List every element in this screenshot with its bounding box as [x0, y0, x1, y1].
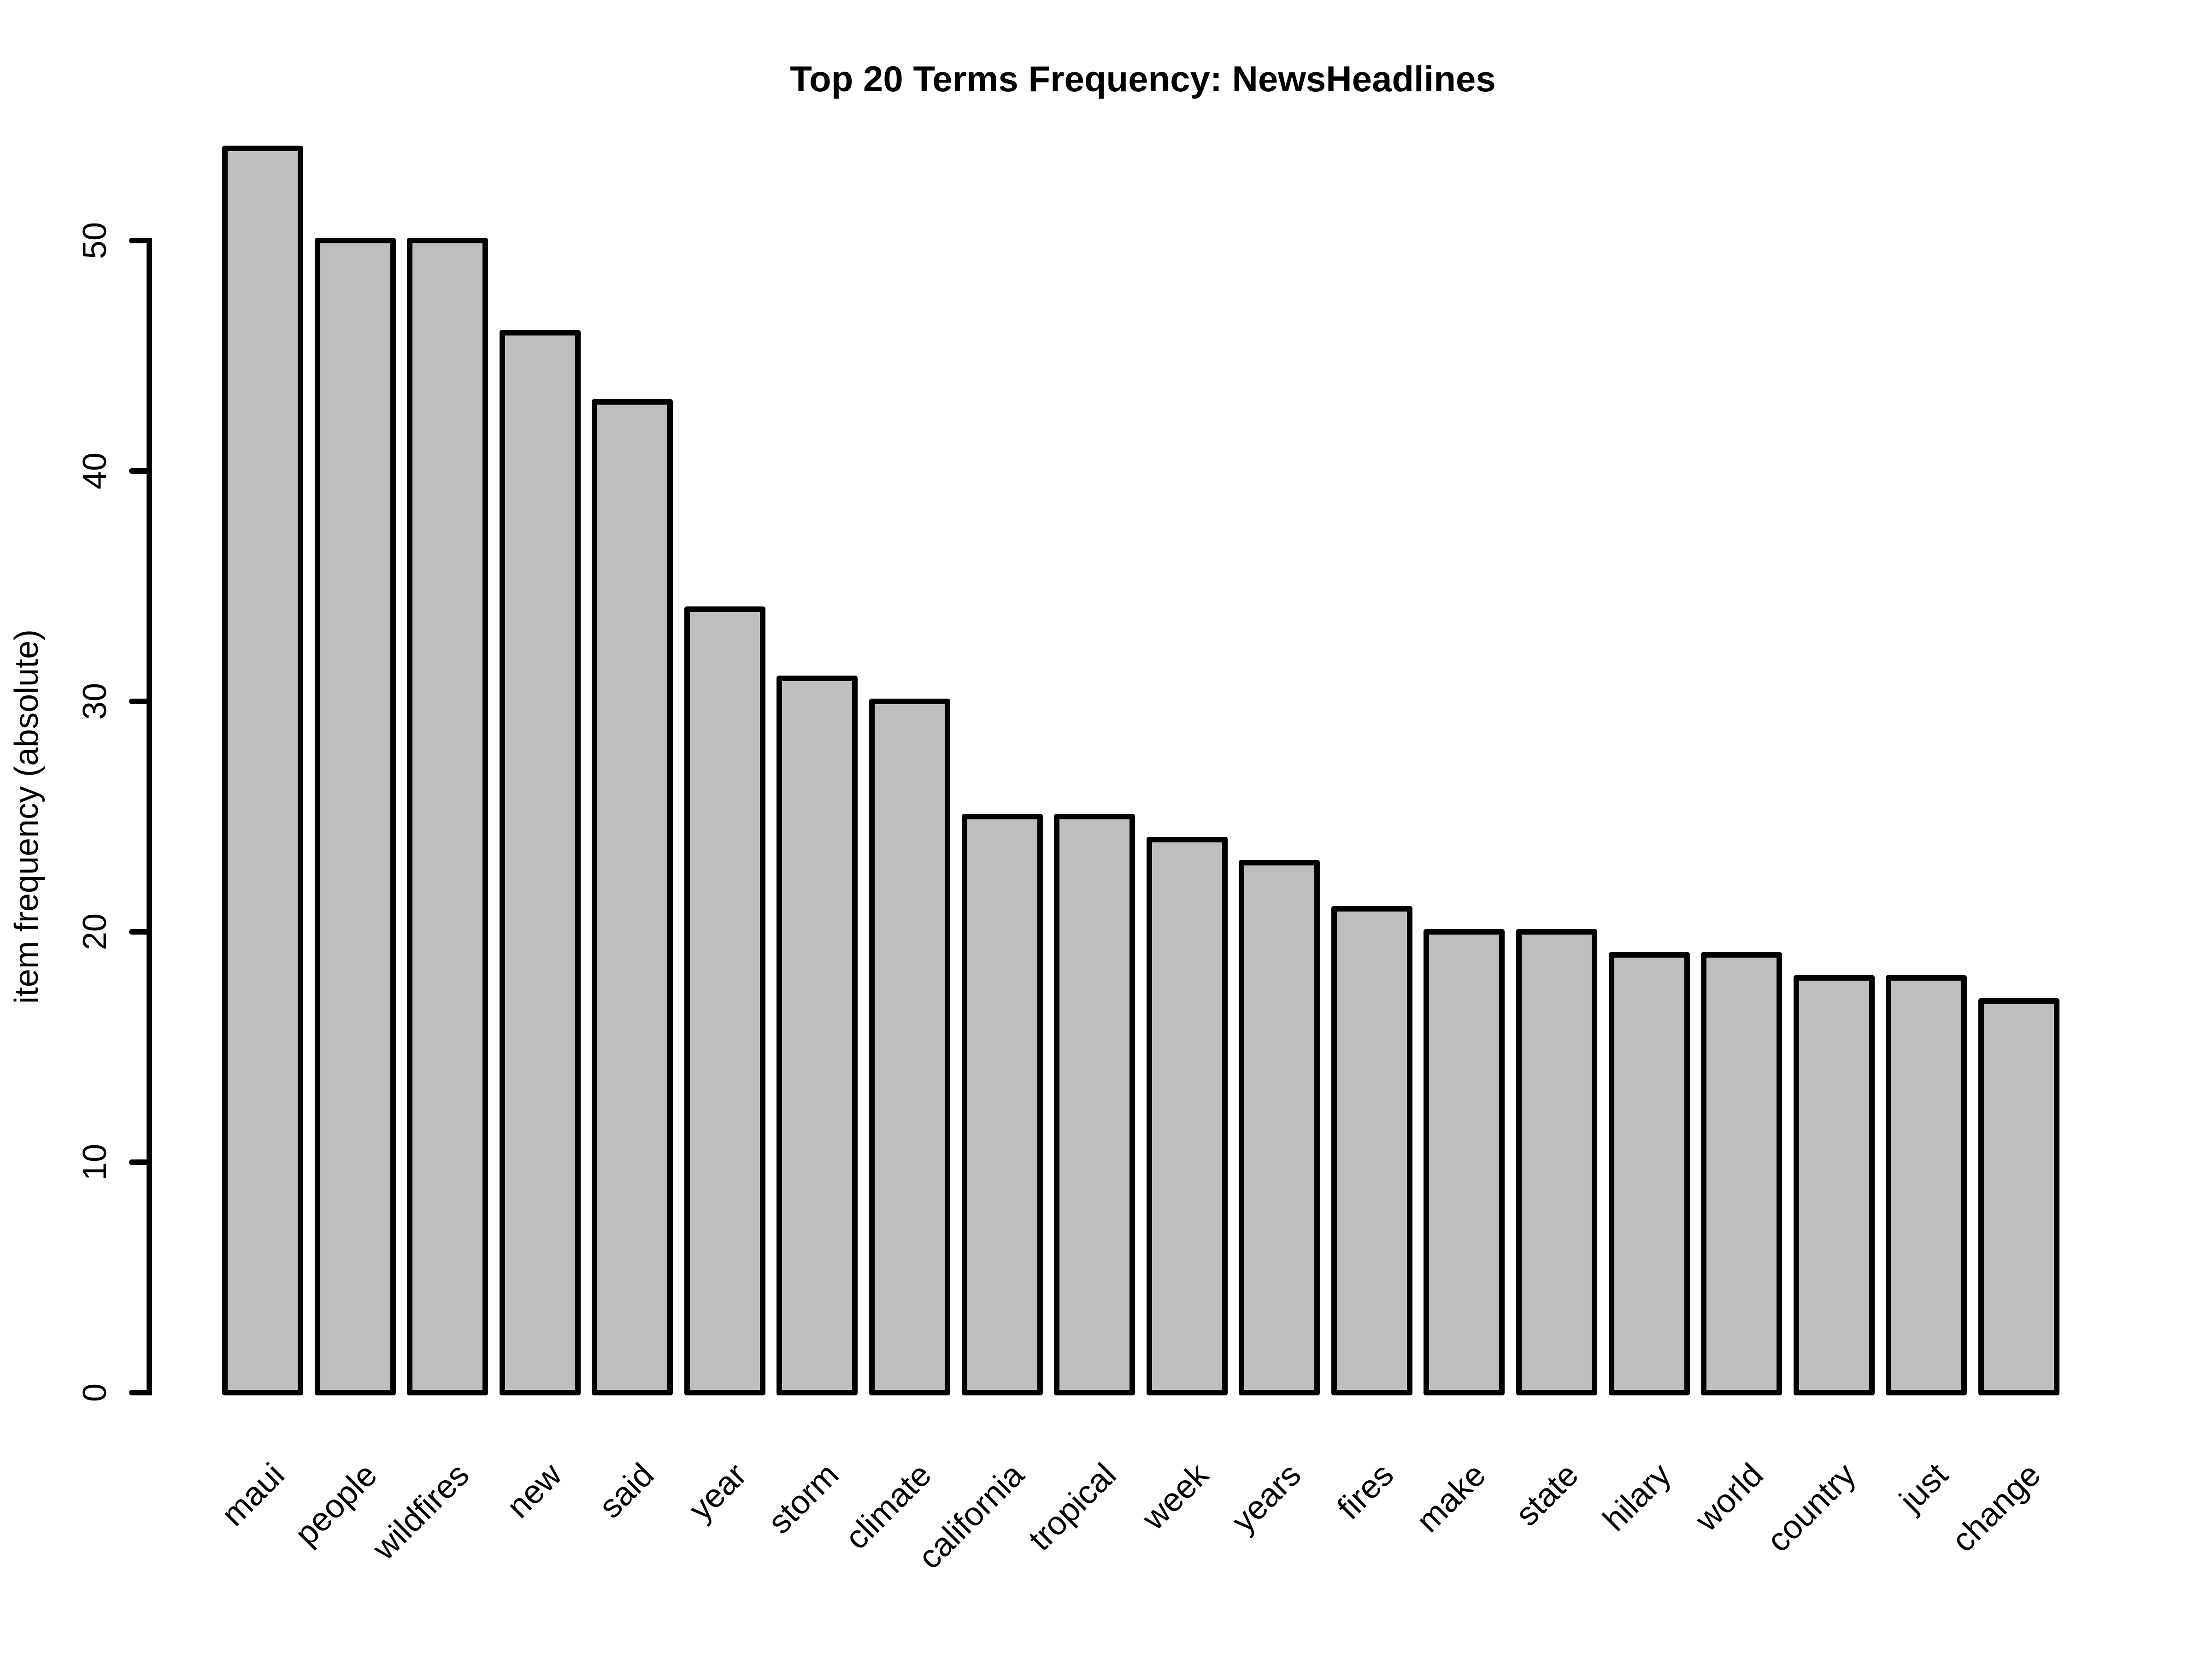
bar-world [1701, 952, 1782, 1395]
x-label-make: make [1409, 1456, 1493, 1540]
y-tick-label-40: 40 [76, 452, 113, 490]
bar-year [684, 606, 765, 1395]
y-tick-30 [129, 699, 152, 704]
bar-wildfires [407, 238, 488, 1395]
x-label-hilary: hilary [1596, 1456, 1678, 1539]
y-tick-label-20: 20 [76, 913, 113, 951]
x-label-wildfires: wildfires [365, 1456, 477, 1567]
chart-title: Top 20 Terms Frequency: NewsHeadlines [790, 59, 1496, 99]
bar-maui [222, 146, 303, 1395]
bar-tropical [1054, 814, 1135, 1395]
y-tick-label-10: 10 [76, 1143, 113, 1181]
x-label-just: just [1892, 1456, 1955, 1519]
y-tick-label-0: 0 [76, 1383, 113, 1402]
bar-new [500, 330, 581, 1395]
x-label-fires: fires [1330, 1456, 1401, 1527]
y-tick-label-50: 50 [76, 222, 113, 259]
x-label-country: country [1759, 1456, 1863, 1559]
bar-climate [869, 699, 950, 1395]
bar-hilary [1609, 952, 1690, 1395]
bar-make [1424, 929, 1505, 1395]
y-axis-line [147, 238, 152, 1395]
bar-california [962, 814, 1043, 1395]
x-label-years: years [1224, 1456, 1308, 1540]
x-label-state: state [1508, 1456, 1586, 1533]
x-label-new: new [500, 1456, 569, 1525]
x-label-storm: storm [761, 1456, 846, 1541]
bar-fires [1331, 906, 1412, 1395]
y-axis-title-text: item frequency (absolute) [8, 629, 45, 1004]
bar-years [1239, 860, 1320, 1395]
x-label-tropical: tropical [1021, 1456, 1124, 1558]
bar-people [315, 238, 396, 1395]
y-tick-50 [129, 238, 152, 243]
x-label-world: world [1688, 1456, 1771, 1539]
bar-just [1886, 975, 1967, 1395]
y-tick-20 [129, 929, 152, 935]
x-label-maui: maui [214, 1456, 292, 1533]
bar-storm [777, 676, 858, 1395]
x-label-change: change [1944, 1456, 2048, 1559]
y-tick-0 [129, 1390, 152, 1395]
x-label-said: said [592, 1456, 661, 1525]
y-tick-label-30: 30 [76, 682, 113, 720]
bar-state [1516, 929, 1597, 1395]
bar-week [1147, 837, 1228, 1395]
bar-said [592, 399, 673, 1395]
y-tick-10 [129, 1159, 152, 1165]
bar-country [1794, 975, 1875, 1395]
x-label-year: year [682, 1456, 754, 1528]
y-tick-40 [129, 468, 152, 474]
bar-change [1978, 998, 2059, 1395]
x-label-week: week [1135, 1456, 1216, 1537]
